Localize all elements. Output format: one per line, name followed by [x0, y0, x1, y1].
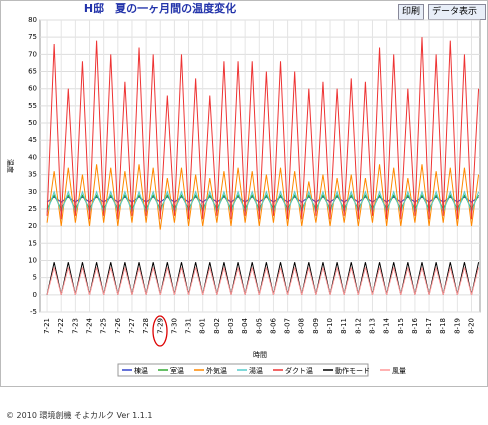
x-tick-label: 8-06	[269, 317, 277, 333]
x-tick-label: 8-17	[425, 318, 433, 334]
x-tick-label: 8-02	[213, 318, 221, 334]
x-tick-label: 8-11	[340, 318, 348, 334]
x-tick-label: 8-03	[227, 318, 235, 334]
y-tick-label: 65	[28, 68, 37, 76]
x-tick-label: 8-05	[255, 318, 263, 334]
x-tick-label: 8-20	[468, 318, 476, 334]
legend-label: 動作モード	[335, 366, 370, 375]
series-line	[46, 267, 480, 295]
x-tick-label: 8-10	[326, 318, 334, 334]
x-tick-label: 8-07	[284, 318, 292, 334]
y-tick-label: 50	[28, 119, 37, 127]
legend-label: 風量	[392, 367, 406, 375]
y-axis-label: 温度	[6, 159, 15, 173]
series-line	[46, 164, 480, 230]
x-tick-label: 7-28	[142, 318, 150, 334]
x-tick-label: 8-18	[439, 318, 447, 334]
x-tick-label: 8-04	[241, 317, 249, 333]
legend-label: 室温	[170, 366, 184, 375]
series-line	[46, 37, 480, 220]
plot-area	[39, 19, 481, 313]
series-line	[46, 190, 480, 214]
x-tick-label: 8-19	[453, 318, 461, 334]
x-tick-label: 7-21	[43, 318, 51, 334]
highlight-circle	[152, 315, 168, 347]
y-tick-label: 40	[28, 153, 37, 161]
y-tick-label: 10	[28, 256, 37, 264]
y-tick-label: 35	[28, 171, 37, 179]
x-tick-label: 7-23	[71, 318, 79, 334]
chart: H邸 夏の一ヶ月間の温度変化 温度 時間 -5 0 5 10 15 20 25 30 35 40 4…	[6, 1, 481, 377]
y-tick-label: 30	[28, 188, 37, 196]
y-tick-label: 45	[28, 136, 37, 144]
x-tick-label: 7-25	[100, 318, 108, 334]
y-tick-label: 80	[28, 16, 37, 24]
legend-label: ダクト温	[285, 366, 313, 375]
x-tick-label: 8-09	[312, 318, 320, 334]
x-tick-label: 7-24	[86, 317, 94, 333]
x-tick-label: 8-15	[397, 318, 405, 334]
x-tick-label: 8-12	[354, 318, 362, 334]
x-tick-label: 7-27	[128, 318, 136, 334]
y-tick-label: 15	[28, 239, 37, 247]
x-axis-label: 時間	[253, 351, 267, 359]
legend-label: 外気温	[206, 366, 227, 375]
x-tick-label: 7-30	[170, 318, 178, 334]
y-tick-label: 60	[28, 85, 37, 93]
y-tick-label: 0	[33, 291, 37, 299]
y-tick-label: 5	[33, 274, 37, 282]
y-tick-label: 70	[28, 50, 37, 58]
x-tick-label: 8-16	[411, 317, 419, 333]
y-tick-label: -5	[30, 308, 37, 316]
x-tick-label: 7-22	[57, 318, 65, 334]
x-tick-label: 7-26	[114, 317, 122, 333]
x-tick-label: 8-14	[383, 317, 391, 333]
chart-title: H邸 夏の一ヶ月間の温度変化	[84, 1, 236, 15]
legend-label: 湯温	[249, 366, 263, 375]
footer: © 2010 環境創機 そよカルク Ver 1.1.1	[6, 411, 153, 420]
x-tick-label: 7-31	[185, 318, 193, 334]
y-tick-label: 25	[28, 205, 37, 213]
x-tick-label: 8-01	[199, 318, 207, 334]
x-tick-label: 8-13	[368, 318, 376, 334]
legend: 棟温 室温 外気温 湯温 ダクト温 動作モード 風量	[117, 363, 406, 377]
x-tick-label: 8-08	[298, 318, 306, 334]
y-tick-label: 55	[28, 102, 37, 110]
x-tick-label: 7-29	[156, 318, 164, 334]
legend-label: 棟温	[134, 366, 148, 375]
y-tick-label: 20	[28, 222, 37, 230]
y-tick-label: 75	[28, 33, 37, 41]
